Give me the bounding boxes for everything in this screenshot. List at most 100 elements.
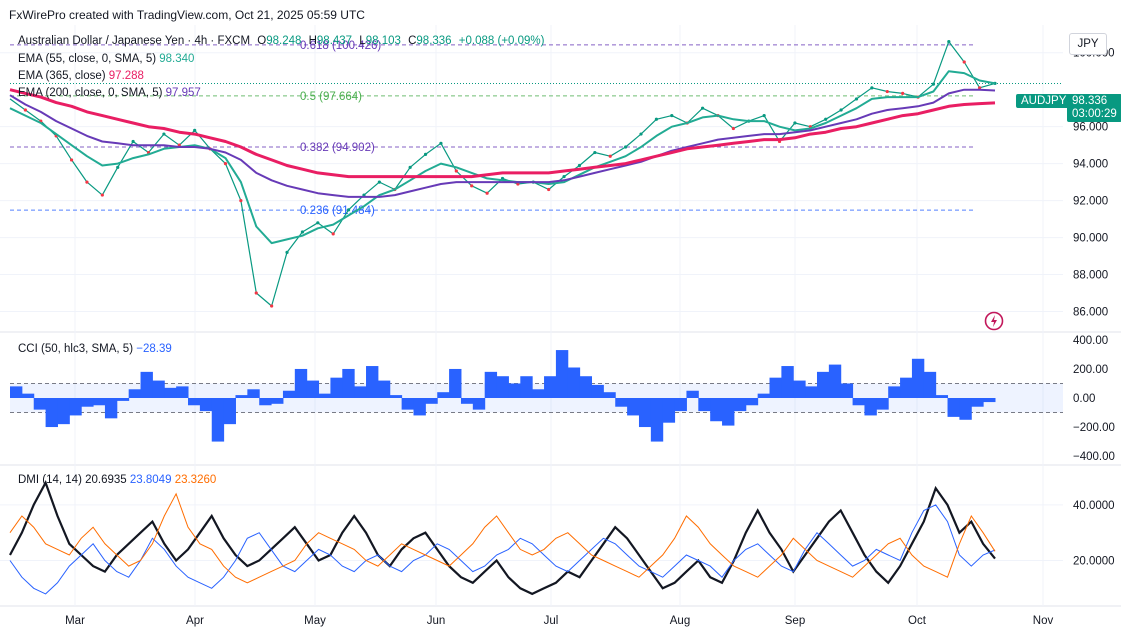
month-tick-label: Oct	[908, 615, 927, 627]
cci-bar	[282, 390, 296, 398]
ema55-label: EMA (55, close, 0, SMA, 5)	[18, 53, 157, 65]
price-tick-label: 92.000	[1073, 196, 1108, 208]
price-point	[439, 141, 443, 145]
cci-bar	[769, 377, 782, 398]
price-point	[731, 126, 735, 131]
cci-bar	[650, 398, 664, 442]
cci-bar	[140, 371, 153, 398]
price-point	[316, 221, 320, 225]
price-point	[346, 208, 351, 212]
cci-bar	[710, 398, 723, 422]
price-point	[639, 132, 643, 136]
cci-bar	[247, 389, 260, 398]
cci-bar	[188, 398, 201, 406]
cci-bar	[876, 398, 889, 410]
price-point	[362, 193, 366, 197]
close-value: 98.336	[416, 35, 452, 47]
price-point	[239, 199, 243, 203]
cci-bar	[805, 386, 818, 398]
month-tick-label: Nov	[1033, 615, 1054, 627]
cci-bar	[567, 367, 581, 398]
price-tick-label: 88.000	[1073, 270, 1108, 282]
cci-bar	[745, 398, 759, 406]
cci-label: CCI (50, hlc3, SMA, 5)	[18, 343, 134, 355]
cci-bar	[223, 398, 236, 425]
month-tick-label: Mar	[65, 615, 85, 627]
fib-level-label: 0.236 (91.484)	[300, 205, 375, 217]
price-series-line	[9, 88, 996, 179]
cci-bar	[69, 398, 82, 416]
cci-bar	[81, 398, 94, 407]
cci-bar	[354, 386, 367, 398]
cci-bar	[318, 393, 331, 398]
cci-bar	[923, 371, 937, 398]
fib-level-label: 0.618 (100.426)	[300, 40, 381, 52]
currency-button[interactable]: JPY	[1069, 33, 1107, 55]
price-point	[516, 182, 520, 186]
cci-bar	[152, 380, 165, 398]
ema200-legend[interactable]: EMA (200, close, 0, SMA, 5) 97.957	[18, 87, 201, 99]
cci-tick-label: −200.00	[1073, 422, 1115, 434]
dmi-legend[interactable]: DMI (14, 14) 20.6935 23.8049 23.3260	[18, 474, 216, 486]
ema200-label: EMA (200, close, 0, SMA, 5)	[18, 87, 163, 99]
fib-level-label: 0.5 (97.664)	[300, 91, 362, 103]
price-point	[162, 132, 166, 136]
price-point	[562, 174, 566, 179]
ema365-legend[interactable]: EMA (365, close) 97.288	[18, 70, 144, 82]
cci-bar	[164, 387, 177, 398]
cci-bar	[235, 395, 248, 398]
plus-di-value: 23.8049	[129, 474, 172, 486]
cci-bar	[520, 376, 533, 398]
ema55-value: 98.340	[159, 53, 195, 65]
cci-bar	[425, 398, 438, 404]
cci-bar	[544, 376, 557, 398]
bar-countdown: 03:00:29	[1072, 108, 1117, 120]
minus-di-value: 23.3260	[174, 474, 217, 486]
cci-bar	[460, 398, 474, 404]
price-point	[116, 165, 120, 169]
low-label: L	[359, 35, 366, 47]
cci-bar	[93, 398, 106, 406]
price-point	[470, 184, 474, 188]
price-point	[423, 152, 428, 156]
open-value: 98.248	[266, 35, 302, 47]
cci-tick-label: 200.00	[1073, 364, 1108, 376]
cci-bar	[900, 377, 913, 398]
price-point	[254, 291, 258, 295]
price-point	[901, 91, 905, 95]
price-point	[547, 187, 551, 192]
close-label: C	[408, 35, 417, 47]
cci-bar	[306, 380, 320, 398]
cci-bar	[176, 386, 189, 398]
cci-bar	[342, 368, 355, 398]
cci-bar	[366, 366, 379, 398]
symbol-legend[interactable]: Australian Dollar / Japanese Yen · 4h · …	[18, 35, 548, 47]
cci-bar	[888, 386, 901, 398]
price-point	[793, 121, 797, 125]
price-series-line	[9, 88, 996, 198]
price-point	[331, 232, 335, 236]
cci-tick-label: 0.00	[1073, 393, 1095, 405]
ticker-tag: AUDJPY	[1016, 94, 1072, 108]
price-series-line	[9, 70, 996, 245]
cci-bar	[828, 364, 842, 398]
lightning-icon[interactable]	[984, 311, 1004, 331]
ema55-legend[interactable]: EMA (55, close, 0, SMA, 5) 98.340	[18, 53, 194, 65]
month-tick-label: Jul	[544, 615, 559, 627]
cci-legend[interactable]: CCI (50, hlc3, SMA, 5) −28.39	[18, 343, 172, 355]
cci-bar	[698, 398, 711, 412]
last-price: 98.336	[1072, 95, 1108, 107]
cci-bar	[947, 398, 960, 417]
cci-bar	[508, 383, 521, 398]
cci-bar	[437, 392, 450, 398]
cci-bar	[840, 383, 854, 398]
price-point	[454, 169, 458, 173]
cci-bar	[484, 371, 498, 398]
cci-bar	[662, 398, 676, 423]
price-point	[223, 162, 228, 166]
cci-bar	[377, 380, 391, 398]
last-price-tag: 98.336 03:00:29	[1067, 94, 1121, 122]
attribution-header: FxWirePro created with TradingView.com, …	[9, 8, 365, 22]
cci-bar	[555, 350, 569, 398]
